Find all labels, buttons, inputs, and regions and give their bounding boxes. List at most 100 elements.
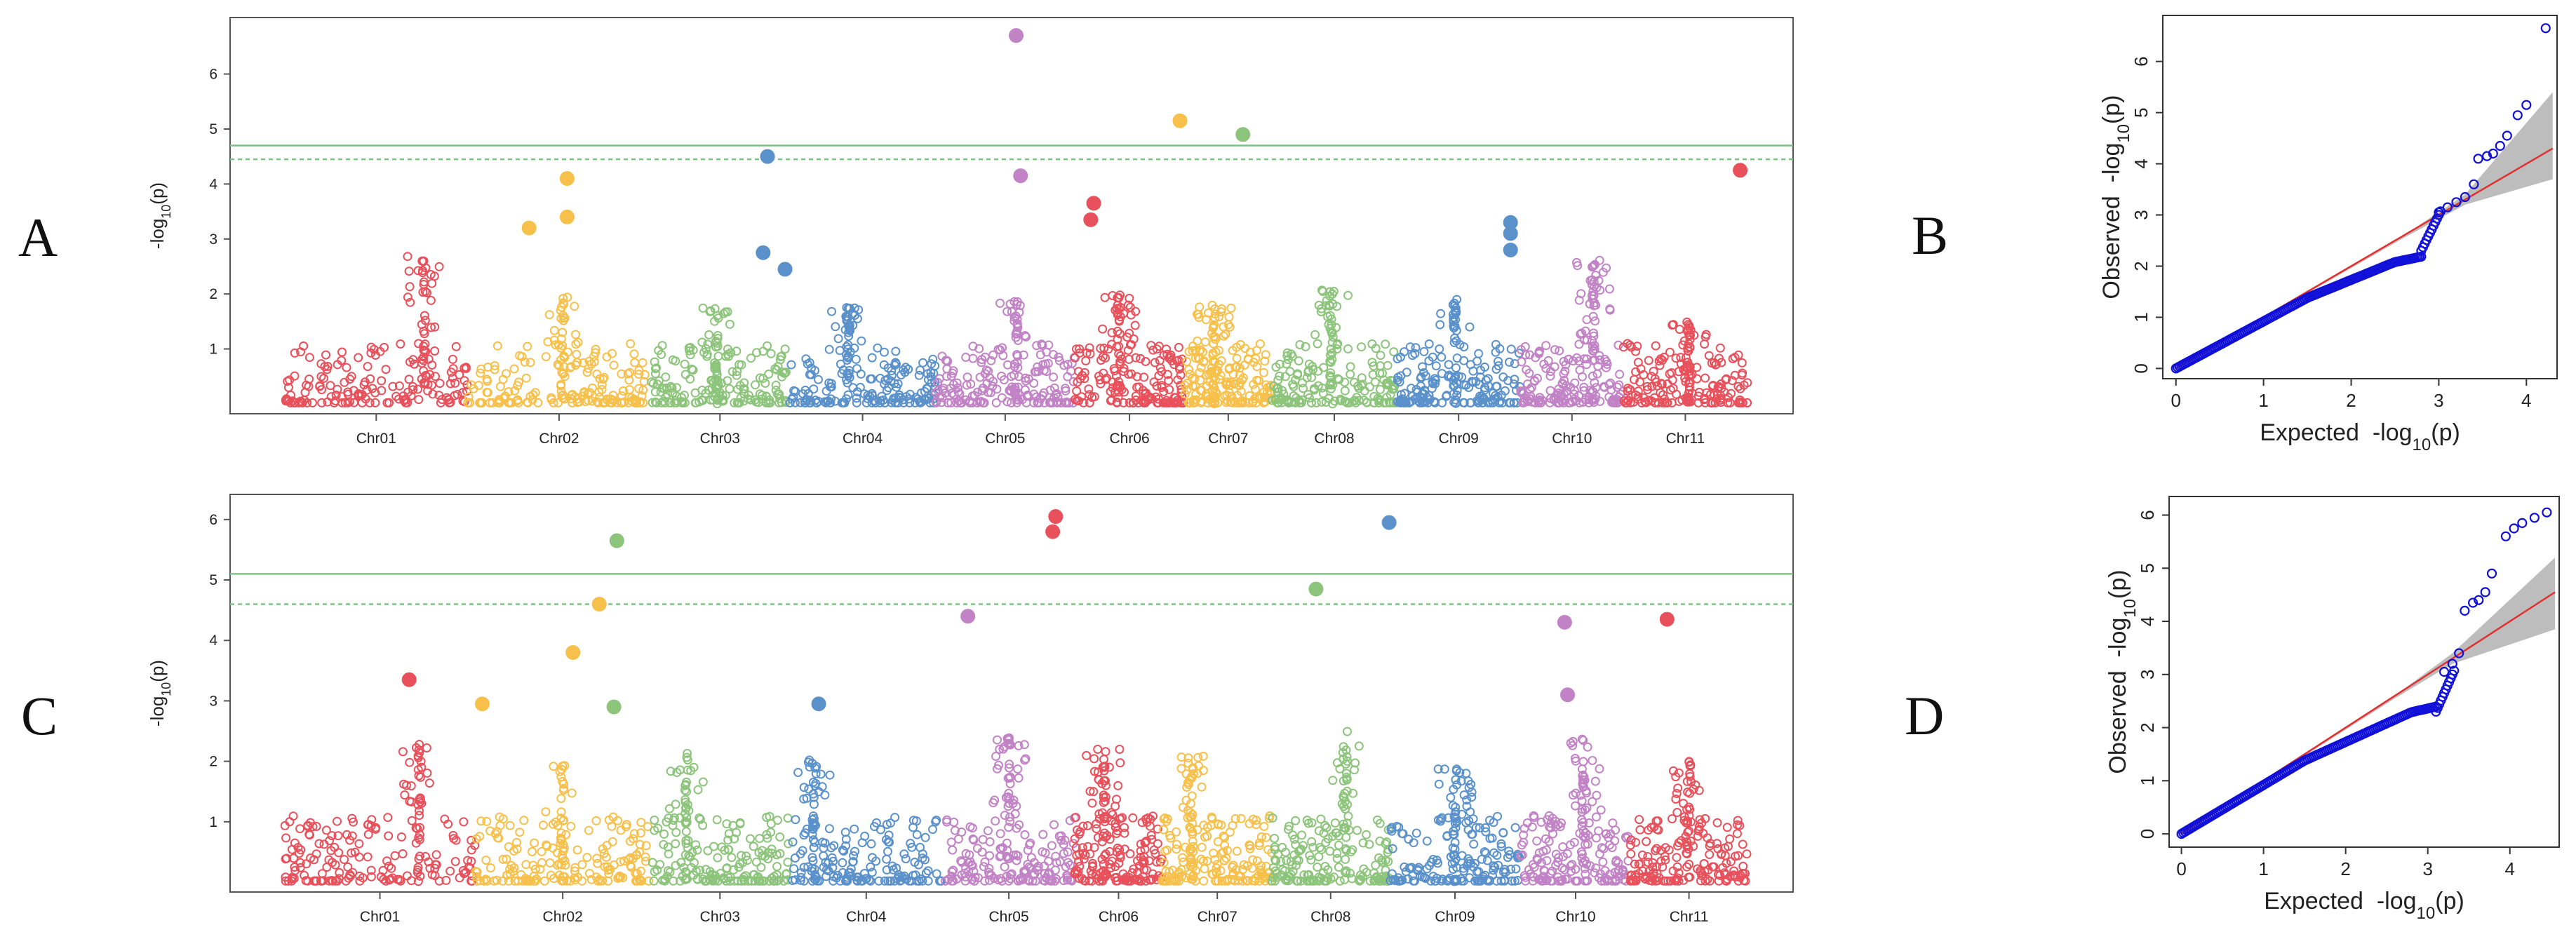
- snp-point: [992, 384, 1002, 394]
- plot-frame: [229, 494, 1794, 893]
- snp-point: [899, 849, 909, 859]
- qq-y-tick-label: 5: [2137, 563, 2158, 573]
- snp-point: [968, 353, 978, 363]
- qq-y-tick-label: 4: [2137, 616, 2158, 626]
- snp-point: [861, 398, 871, 407]
- snp-point: [599, 372, 609, 382]
- snp-point: [455, 370, 464, 379]
- qq-point: [2542, 507, 2552, 518]
- snp-point: [1002, 306, 1012, 316]
- snp-point: [1200, 864, 1209, 874]
- snp-point: [997, 393, 1007, 403]
- qq-x-tick-label: 2: [2340, 858, 2350, 879]
- snp-point: [504, 842, 514, 851]
- snp-point: [824, 824, 834, 834]
- y-tick-label: 3: [209, 693, 217, 709]
- snp-point: [1011, 386, 1021, 396]
- snp-point: [845, 323, 854, 332]
- snp-point: [1673, 783, 1683, 793]
- snp-point: [422, 743, 431, 752]
- snp-point: [559, 313, 569, 323]
- snp-point: [1074, 396, 1084, 406]
- snp-point: [939, 384, 948, 393]
- snp-point: [1516, 345, 1526, 355]
- snp-point: [1385, 398, 1394, 407]
- snp-point: [1354, 741, 1364, 751]
- snp-point: [1085, 343, 1094, 353]
- snp-point: [952, 378, 962, 388]
- snp-point: [772, 862, 782, 872]
- y-tick-label: 4: [209, 176, 217, 192]
- snp-point: [1633, 358, 1643, 367]
- snp-point: [1383, 378, 1393, 388]
- snp-point: [727, 367, 737, 377]
- snp-point: [704, 385, 713, 395]
- snp-point: [1009, 297, 1019, 306]
- snp-point: [1647, 381, 1657, 391]
- snp-point: [814, 374, 823, 384]
- snp-point: [1564, 355, 1574, 364]
- snp-point: [825, 398, 835, 407]
- snp-point: [415, 772, 425, 782]
- snp-point: [937, 398, 946, 407]
- snp-point: [505, 398, 514, 407]
- snp-point: [1049, 350, 1058, 359]
- snp-point: [1452, 353, 1462, 363]
- chromosome-label: Chr06: [1099, 909, 1139, 925]
- snp-point: [1550, 345, 1559, 355]
- snp-point: [841, 394, 851, 404]
- significant-snp-point: [811, 696, 826, 712]
- snp-point: [1313, 381, 1323, 391]
- snp-point: [1209, 380, 1218, 390]
- snp-point: [541, 352, 551, 362]
- snp-point: [290, 371, 300, 381]
- significant-snp-point: [1048, 509, 1064, 525]
- chromosome-label: Chr09: [1439, 431, 1479, 447]
- snp-point: [1214, 374, 1224, 384]
- snp-point: [321, 350, 330, 360]
- snp-point: [1360, 386, 1369, 396]
- snp-point: [1596, 805, 1606, 815]
- snp-point: [1330, 818, 1340, 828]
- snp-point: [1614, 340, 1623, 350]
- snp-point: [1208, 357, 1218, 367]
- qq-y-tick-label: 2: [2137, 722, 2158, 732]
- snp-point: [1115, 351, 1125, 360]
- snp-point: [739, 378, 749, 388]
- snp-point: [1132, 372, 1142, 381]
- snp-point: [1578, 372, 1587, 381]
- snp-point: [1421, 398, 1430, 407]
- snp-point: [300, 870, 309, 880]
- snp-point: [933, 377, 943, 387]
- significant-snp-point: [1503, 242, 1518, 257]
- snp-point: [1199, 876, 1209, 886]
- snp-point: [1477, 398, 1487, 407]
- snp-point: [948, 366, 958, 376]
- snp-point: [420, 339, 430, 349]
- snp-point: [922, 384, 932, 393]
- snp-point: [1556, 389, 1566, 399]
- snp-point: [946, 371, 956, 381]
- snp-point: [746, 353, 756, 363]
- snp-point: [430, 322, 440, 332]
- snp-point: [485, 863, 495, 873]
- snp-point: [1343, 290, 1353, 300]
- snp-point: [1743, 378, 1752, 388]
- snp-point: [681, 827, 691, 837]
- snp-point: [1590, 259, 1599, 269]
- snp-point: [317, 398, 327, 407]
- snp-point: [1236, 813, 1246, 823]
- chromosome-label: Chr08: [1310, 909, 1350, 925]
- snp-point: [704, 330, 714, 339]
- snp-point: [1674, 367, 1684, 377]
- snp-point: [1730, 370, 1740, 380]
- snp-point: [514, 398, 523, 407]
- snp-point: [1313, 339, 1322, 349]
- snp-point: [1115, 383, 1125, 393]
- qq-x-tick-label: 4: [2521, 390, 2531, 411]
- snp-point: [1383, 379, 1393, 389]
- snp-point: [1461, 380, 1471, 390]
- snp-point: [752, 348, 762, 358]
- snp-point: [1341, 397, 1350, 407]
- snp-point: [1187, 791, 1197, 801]
